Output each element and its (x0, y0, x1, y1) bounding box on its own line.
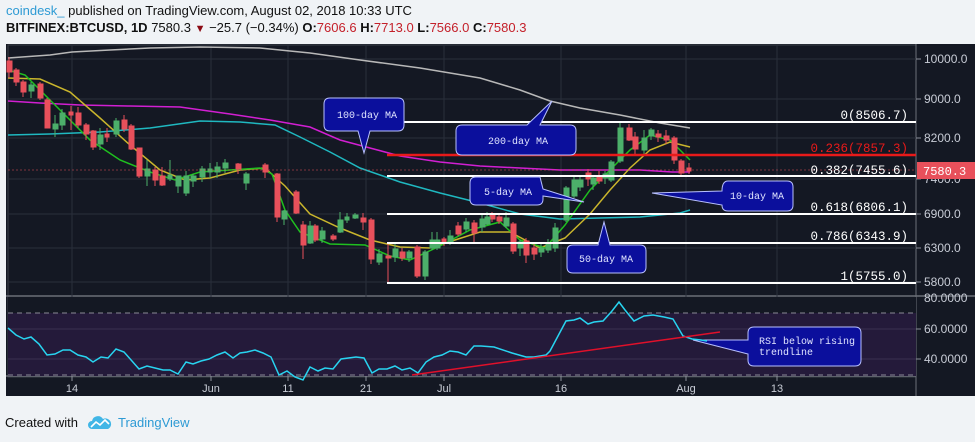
rsi-tick: 60.0000 (924, 322, 968, 336)
callout-ma100[interactable]: 100-day MA (323, 97, 405, 155)
callout-ma100-text: 100-day MA (337, 110, 397, 122)
time-tick: 14 (66, 383, 78, 395)
open-label: O: (302, 20, 317, 35)
publish-line: coindesk_ published on TradingView.com, … (6, 2, 526, 19)
created-with-text: Created with (5, 415, 78, 430)
grid-horizontal (8, 58, 916, 283)
time-tick: Aug (676, 383, 696, 395)
high-value: 7713.0 (373, 20, 414, 35)
time-tick: 21 (360, 383, 372, 395)
ma50-line (7, 120, 691, 220)
time-tick: 11 (282, 383, 293, 395)
chart-area[interactable]: 0(8506.7) 0.236(7857.3) 0.382(7455.6) 0.… (6, 44, 975, 396)
rsi-trendline (411, 331, 721, 376)
rsi-line (7, 300, 708, 381)
fib-label-1: 1(5755.0) (840, 270, 908, 284)
rsi-axis[interactable]: 80.0000 60.0000 40.0000 (916, 291, 968, 366)
tradingview-cloud-icon (87, 415, 112, 429)
fib-label-0382: 0.382(7455.6) (810, 164, 908, 178)
callout-ma50-text: 50-day MA (579, 254, 633, 266)
callout-rsi[interactable]: RSI below rising trendline (692, 326, 862, 367)
rsi-tick: 40.0000 (924, 352, 968, 366)
fibonacci-retracement[interactable]: 0(8506.7) 0.236(7857.3) 0.382(7455.6) 0.… (387, 109, 916, 284)
current-price-badge-text: 7580.3 (923, 165, 966, 179)
callout-ma50[interactable]: 50-day MA (566, 220, 647, 274)
fib-label-0618: 0.618(6806.1) (810, 201, 908, 215)
callout-rsi-text-2: trendline (759, 347, 813, 359)
fib-label-0786: 0.786(6343.9) (810, 230, 908, 244)
time-axis[interactable]: 14 Jun 11 21 Jul 16 Aug 13 (66, 376, 783, 395)
ma200-line (7, 46, 691, 129)
close-value: 7580.3 (486, 20, 527, 35)
price-tick: 6300.0 (924, 241, 961, 255)
price-tick: 10000.0 (924, 52, 968, 66)
callout-ma10-text: 10-day MA (730, 191, 784, 203)
symbol-label: BITFINEX:BTCUSD, 1D (6, 20, 148, 35)
last-price: 7580.3 (151, 20, 191, 35)
callout-ma200[interactable]: 200-day MA (455, 100, 577, 156)
publisher-link[interactable]: coindesk_ (6, 3, 65, 18)
triangle-down-icon: ▼ (194, 23, 206, 35)
rsi-tick: 80.0000 (924, 291, 968, 305)
candles (6, 57, 692, 282)
time-tick: 16 (555, 383, 567, 395)
time-tick: Jun (202, 383, 220, 395)
low-value: 7566.0 (429, 20, 470, 35)
callout-ma10[interactable]: 10-day MA (651, 180, 794, 212)
symbol-line: BITFINEX:BTCUSD, 1D 7580.3 ▼ −25.7 (−0.3… (6, 19, 526, 38)
tradingview-link[interactable]: TradingView (117, 415, 190, 430)
fib-label-0236: 0.236(7857.3) (810, 142, 908, 156)
open-value: 7606.6 (316, 20, 357, 35)
current-price-badge: 7580.3 (917, 162, 975, 179)
price-tick: 5800.0 (924, 275, 961, 289)
callout-ma200-text: 200-day MA (488, 136, 548, 148)
callouts: 100-day MA 200-day MA 5-day MA 10-day MA… (323, 97, 862, 367)
price-tick: 8200.0 (924, 131, 961, 145)
price-change: −25.7 (−0.34%) (209, 20, 299, 35)
close-label: C: (472, 20, 487, 35)
low-label: L: (417, 20, 430, 35)
time-tick: Jul (437, 383, 451, 395)
published-text: published on TradingView.com, August 02,… (64, 3, 412, 18)
high-label: H: (360, 20, 374, 35)
price-tick: 9000.0 (924, 92, 961, 106)
callout-rsi-text-1: RSI below rising (759, 336, 855, 348)
time-tick: 13 (771, 383, 783, 395)
price-tick: 6900.0 (924, 207, 961, 221)
callout-ma5-text: 5-day MA (484, 187, 532, 199)
chart-header: coindesk_ published on TradingView.com, … (6, 2, 526, 38)
chart-svg[interactable]: 0(8506.7) 0.236(7857.3) 0.382(7455.6) 0.… (6, 44, 975, 396)
fib-label-0: 0(8506.7) (840, 109, 908, 123)
footer: Created with TradingView (5, 415, 190, 430)
callout-ma5[interactable]: 5-day MA (469, 176, 585, 206)
